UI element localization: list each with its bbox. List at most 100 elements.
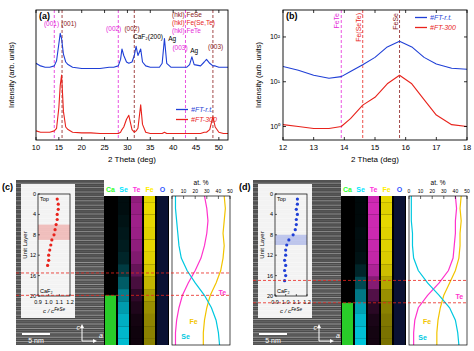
profile-tick [409,196,410,199]
inset-point [295,223,298,226]
inset-y-tick [275,255,277,256]
inset-point [55,223,58,226]
eds-map-segment [118,314,129,326]
eds-map [380,196,393,345]
x-tick [36,10,37,13]
inset-y-tick-label: 4 [33,211,36,217]
lattice-fringe [253,330,341,331]
x-tick [58,137,59,140]
legend-label: #FT-300 [191,116,217,123]
profile-tick-label: 40 [453,188,459,194]
x-tick [375,137,376,140]
profile-series-label: Se [181,333,190,340]
eds-map-segment [118,339,129,345]
inset-y-tick [275,214,277,215]
x-tick [81,10,82,13]
inset-x-tick-label: 1.0 [282,299,290,305]
legend-label: #FT-r.t. [430,14,452,21]
x-tick-label: 20 [78,143,86,152]
inset-x-tick-label: 0.9 [271,299,279,305]
inset-point [285,243,288,246]
y-tick [464,36,467,37]
inset-background [21,184,75,318]
eds-map-segment [381,215,392,227]
profile-tick [455,196,456,199]
eds-map-segment [368,339,379,345]
profile-tick [195,196,196,199]
interface-line [16,295,230,296]
x-axis-label: 2 Theta (deg) [351,155,399,164]
eds-map-segment [144,339,155,345]
eds-map-label: O [397,186,403,193]
eds-map-segment [131,277,142,289]
eds-map-label: Te [133,186,141,193]
eds-map-segment [131,239,142,251]
lattice-fringe [16,181,104,182]
profile-line [175,196,219,345]
profile-tick-label: 30 [204,188,210,194]
x-tick [436,137,437,140]
x-tick [173,137,174,140]
eds-map-segment [355,196,366,202]
eds-map-segment [355,215,366,227]
inset-x-tick [285,294,286,296]
eds-map-segment [368,239,379,251]
profile-series-label: Fe [423,318,431,325]
inset-point [53,228,56,231]
axis-arrow-label: a [99,332,103,339]
profile-series-label: Se [418,334,427,341]
profile-tick-label: 40 [216,188,222,194]
lattice-fringe [16,324,104,325]
inset-x-tick [275,294,276,296]
eds-map-label: Ca [106,186,115,193]
profile-axis-label: at. % [431,179,446,186]
lattice-fringe [253,183,341,184]
inset-y-tick-label: 12 [30,252,36,258]
profile-series-label: Te [455,293,463,300]
inset-point [48,249,51,252]
x-tick-label: 40 [169,143,177,152]
inset-background [258,184,312,318]
profile-tick-label: 0 [171,188,174,194]
inset-x-label: c / cFeSe [280,307,302,315]
x-tick-label: 35 [146,143,154,152]
peak-label: CaF₂(200) [133,33,163,41]
inset-x-tick-label: 0.9 [34,299,42,305]
inset-x-tick-label: 1.2 [66,299,74,305]
profile-tick [172,196,173,199]
interface-line [253,302,467,303]
inset-y-tick [38,255,40,256]
inset-point [56,218,59,221]
reference-line [362,10,363,140]
x-tick [467,10,468,13]
x-axis-label: 2 Theta (deg) [108,155,156,164]
profile-tick [218,196,219,199]
eds-map-segment [144,302,155,314]
plot-marks [283,10,467,140]
phase-label: FeSe [392,13,399,30]
eds-map-segment [131,264,142,276]
lattice-fringe [253,181,341,182]
eds-map [130,196,143,345]
peak-label: (002) [106,25,121,33]
y-tick-label: 10⁰ [270,123,281,130]
x-tick [104,137,105,140]
inset-point [283,269,286,272]
profile-frame [172,196,230,345]
x-tick-label: 17 [432,143,440,152]
inset-point [50,238,53,241]
eds-map-segment [381,289,392,301]
eds-map-segment [118,326,129,338]
x-tick [36,137,37,140]
reference-line [54,10,55,140]
axis-arrow [319,327,320,341]
profile-tick-label: 20 [192,188,198,194]
eds-map-segment [381,264,392,276]
lattice-fringe [253,328,341,329]
inset-x-tick [296,294,297,296]
peak-label: (003) [208,43,223,51]
arrow-head [80,324,84,328]
x-tick [150,137,151,140]
inset-x-label-main: c / c [43,308,54,314]
panel-label: (c) [2,182,13,192]
